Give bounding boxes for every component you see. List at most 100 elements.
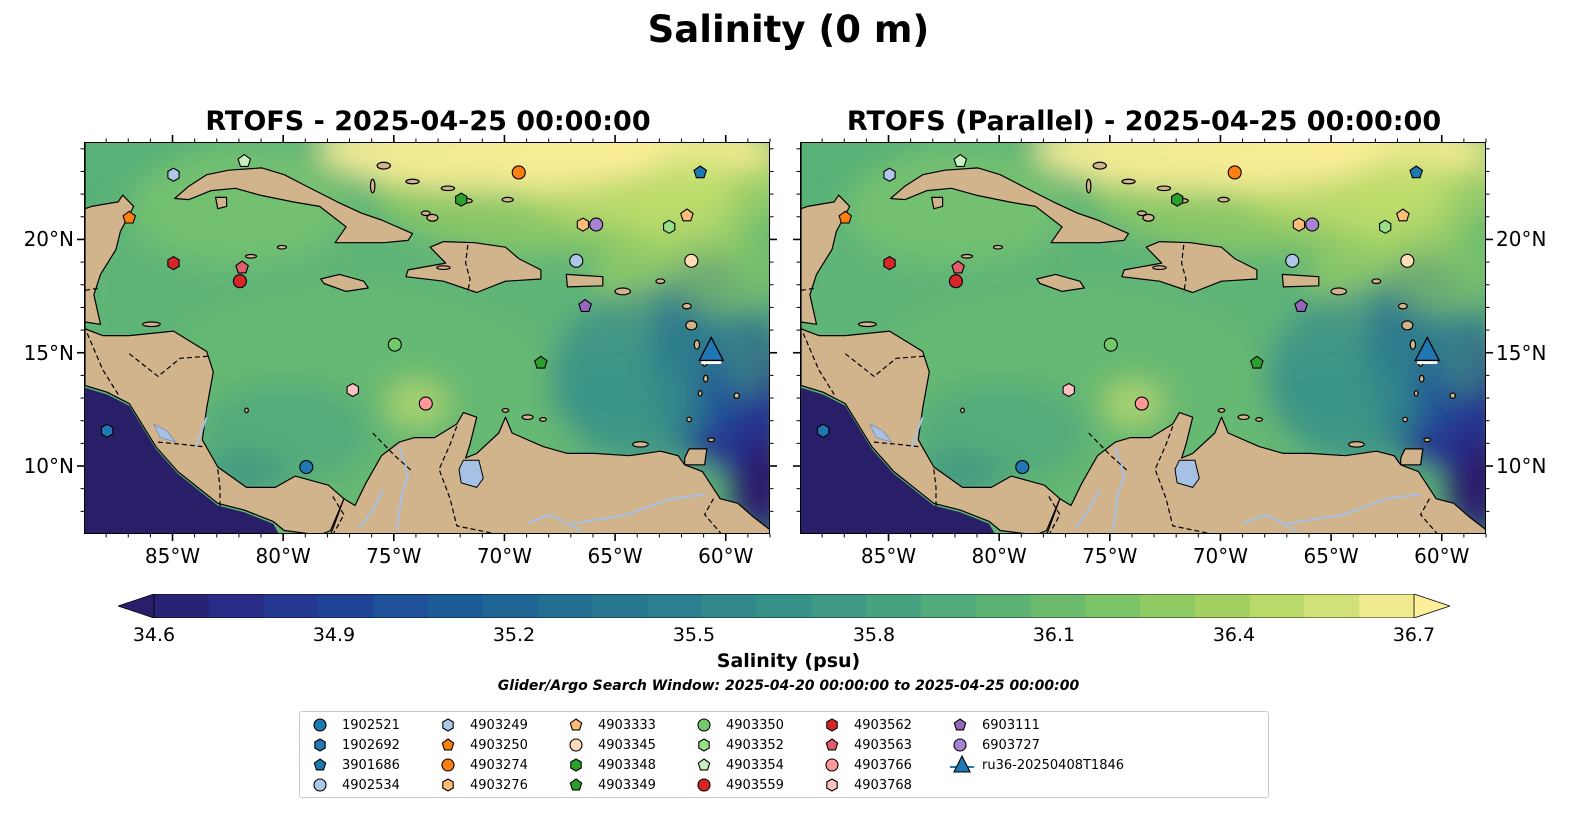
legend-label: 1902521 bbox=[342, 717, 400, 733]
observation-1902521 bbox=[1015, 459, 1030, 475]
observation-4903350 bbox=[387, 337, 402, 352]
country-border bbox=[128, 353, 212, 378]
trinidad-island bbox=[1400, 448, 1424, 466]
colorbar-bin bbox=[811, 594, 867, 618]
river bbox=[1243, 513, 1298, 532]
circle-marker-icon bbox=[569, 738, 583, 752]
legend-label: 4903276 bbox=[470, 777, 528, 793]
small-island bbox=[440, 185, 456, 192]
river bbox=[527, 513, 582, 532]
isla-juventud-island bbox=[215, 196, 228, 210]
legend-marker bbox=[698, 738, 710, 752]
legend-item-4903276: 4903276 bbox=[438, 775, 528, 795]
colorbar-bin bbox=[1194, 594, 1251, 618]
colorbar-bin bbox=[318, 594, 374, 618]
map-frame bbox=[800, 142, 1486, 534]
lake-maracaibo bbox=[1174, 459, 1200, 488]
observation-4903249 bbox=[167, 167, 180, 182]
colorbar-label: Salinity (psu) bbox=[716, 650, 861, 672]
small-island bbox=[1156, 185, 1172, 192]
small-island bbox=[405, 178, 420, 185]
small-island bbox=[1152, 265, 1167, 271]
pentagon-marker-icon bbox=[953, 718, 967, 731]
country-border bbox=[85, 287, 101, 291]
observation-6903727 bbox=[589, 217, 604, 232]
small-island bbox=[501, 196, 514, 203]
hexagon-marker-icon bbox=[826, 778, 838, 792]
circle-marker-icon bbox=[825, 758, 839, 772]
lon-tick-label: 75°W bbox=[1082, 544, 1138, 568]
legend-marker bbox=[697, 778, 711, 792]
legend-item-4903768: 4903768 bbox=[822, 775, 912, 795]
legend-label: 4903333 bbox=[598, 717, 656, 733]
legend-label: 3901686 bbox=[342, 757, 400, 773]
legend-item-4903350: 4903350 bbox=[694, 715, 784, 735]
small-island bbox=[1449, 392, 1456, 399]
observation-4903274 bbox=[1227, 165, 1242, 180]
legend-item-4903250: 4903250 bbox=[438, 735, 528, 755]
colorbar-bin bbox=[208, 594, 265, 618]
hispaniola-island bbox=[405, 240, 542, 294]
country-border bbox=[217, 469, 221, 511]
legend-item-4903249: 4903249 bbox=[438, 715, 528, 735]
lake-maracaibo bbox=[458, 459, 484, 488]
legend-marker bbox=[569, 718, 583, 731]
river bbox=[396, 446, 410, 531]
small-island bbox=[733, 392, 740, 399]
observation-ru36-20250408T1846 bbox=[698, 336, 725, 362]
country-border bbox=[1088, 432, 1129, 473]
small-island bbox=[1217, 196, 1230, 203]
legend-item-4903349: 4903349 bbox=[566, 775, 656, 795]
lon-tick-label: 65°W bbox=[1303, 544, 1359, 568]
legend-label: 1902692 bbox=[342, 737, 400, 753]
colorbar-bin bbox=[866, 594, 922, 618]
legend-item-4902534: 4902534 bbox=[310, 775, 400, 795]
small-island bbox=[1423, 437, 1432, 443]
observation-4903349 bbox=[534, 355, 548, 369]
observation-4903768 bbox=[346, 382, 359, 398]
observation-6903727 bbox=[1305, 217, 1320, 232]
observation-4903345 bbox=[1400, 253, 1415, 268]
observation-4903766 bbox=[418, 396, 433, 411]
colorbar-tick-label: 35.5 bbox=[672, 624, 716, 646]
river bbox=[194, 416, 208, 447]
figure-title: Salinity (0 m) bbox=[647, 8, 930, 51]
observation-4903250 bbox=[838, 210, 853, 224]
lon-tick-label: 65°W bbox=[587, 544, 643, 568]
legend-item-4903333: 4903333 bbox=[566, 715, 656, 735]
observation-4903345 bbox=[684, 253, 699, 268]
colorbar-tick-label: 36.1 bbox=[1032, 624, 1076, 646]
small-island bbox=[1409, 339, 1417, 350]
small-island bbox=[501, 407, 510, 413]
small-island bbox=[521, 414, 534, 421]
small-island bbox=[1121, 178, 1136, 185]
small-island bbox=[992, 244, 1003, 250]
colorbar-bin bbox=[920, 594, 977, 618]
legend-marker bbox=[313, 758, 327, 771]
country-border bbox=[86, 333, 119, 395]
colorbar-extend-high bbox=[1413, 594, 1450, 618]
colorbar-tick-label: 34.6 bbox=[132, 624, 176, 646]
small-island bbox=[244, 253, 258, 259]
circle-marker-icon bbox=[697, 718, 711, 732]
circle-marker-icon bbox=[313, 718, 327, 732]
colorbar-bin bbox=[263, 594, 319, 618]
legend-item-6903111: 6903111 bbox=[950, 715, 1040, 735]
legend-label: 4903563 bbox=[854, 737, 912, 753]
pentagon-marker-icon bbox=[441, 738, 455, 751]
country-border bbox=[438, 425, 495, 533]
colorbar-bin bbox=[482, 594, 539, 618]
hexagon-marker-icon bbox=[442, 718, 454, 732]
map-panel-rtofs: RTOFS - 2025-04-25 00:00:00 85°W 80°W 75°W… bbox=[24, 100, 788, 580]
small-island bbox=[1413, 390, 1419, 397]
small-island bbox=[685, 320, 698, 331]
lat-tick-label: 10°N bbox=[23, 454, 74, 479]
observation-3901686 bbox=[1409, 165, 1424, 179]
lon-tick-label: 80°W bbox=[255, 544, 311, 568]
legend-label: 4903768 bbox=[854, 777, 912, 793]
observation-4903274 bbox=[511, 165, 526, 180]
legend-marker bbox=[826, 718, 838, 732]
colorbar-tick-label: 36.4 bbox=[1212, 624, 1256, 646]
river bbox=[910, 416, 924, 447]
colorbar-bin bbox=[647, 594, 703, 618]
